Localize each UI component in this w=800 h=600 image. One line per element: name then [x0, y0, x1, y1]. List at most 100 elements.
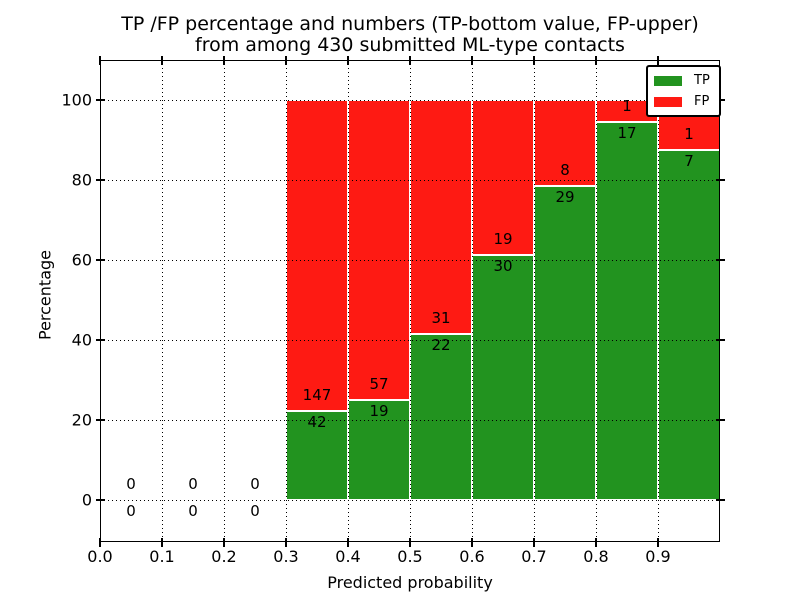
x-tick-bottom	[409, 537, 411, 547]
tp-count-label: 0	[126, 502, 136, 520]
fp-count-label: 0	[188, 475, 198, 493]
y-tick-left	[95, 499, 105, 501]
x-tick-top	[657, 55, 659, 65]
fp-bar-segment	[348, 100, 410, 400]
tp-count-label: 17	[617, 124, 637, 143]
tp-count-label: 19	[369, 402, 389, 420]
tp-count-label: 7	[684, 152, 694, 170]
fp-count-label: 1	[622, 97, 632, 116]
x-tick-label: 0.9	[645, 547, 671, 566]
fp-count-label: 19	[493, 230, 513, 249]
x-tick-top	[595, 55, 597, 65]
fp-bar-segment	[534, 100, 596, 187]
x-tick-bottom	[99, 537, 101, 547]
y-tick-right	[715, 179, 725, 181]
tp-bar-segment	[410, 333, 472, 500]
x-tick-label: 0.1	[149, 547, 175, 566]
tp-count-label: 0	[188, 502, 198, 520]
x-gridline	[223, 60, 225, 542]
x-tick-top	[161, 55, 163, 65]
y-tick-left	[95, 419, 105, 421]
chart-title-line1: TP /FP percentage and numbers (TP-bottom…	[121, 13, 699, 35]
tp-count-label: 0	[250, 502, 260, 520]
legend: TP FP	[646, 65, 721, 117]
x-tick-label: 0.7	[521, 547, 547, 566]
fp-count-label: 8	[560, 161, 570, 180]
x-tick-top	[99, 55, 101, 65]
tp-bar-segment	[658, 150, 720, 500]
x-tick-bottom	[595, 537, 597, 547]
fp-color-swatch	[654, 96, 682, 107]
y-tick-label: 60	[71, 250, 92, 270]
fp-bar-segment	[286, 100, 348, 412]
tp-bar-segment	[596, 122, 658, 500]
y-tick-right	[715, 419, 725, 421]
tp-bar-segment	[534, 186, 596, 500]
y-tick-label: 80	[71, 170, 92, 190]
x-tick-bottom	[347, 537, 349, 547]
x-tick-bottom	[223, 537, 225, 547]
tp-color-swatch	[654, 75, 682, 86]
tp-bar-segment	[472, 255, 534, 500]
chart-title-line2: from among 430 submitted ML-type contact…	[195, 34, 625, 56]
fp-bar-segment	[410, 100, 472, 334]
x-tick-label: 0.5	[397, 547, 423, 566]
x-tick-bottom	[285, 537, 287, 547]
tp-bar-segment	[348, 400, 410, 500]
x-gridline	[595, 60, 597, 542]
y-tick-left	[95, 339, 105, 341]
legend-item-tp: TP	[654, 74, 710, 87]
fp-count-label: 0	[126, 475, 136, 493]
x-tick-label: 0.2	[211, 547, 237, 566]
fp-count-label: 57	[369, 375, 389, 393]
x-tick-top	[533, 55, 535, 65]
x-tick-label: 0.8	[583, 547, 609, 566]
chart-title: TP /FP percentage and numbers (TP-bottom…	[90, 14, 730, 56]
x-gridline	[285, 60, 287, 542]
y-tick-label: 0	[81, 490, 92, 510]
x-tick-label: 0.3	[273, 547, 299, 566]
y-tick-right	[715, 339, 725, 341]
tp-bar-segment	[286, 411, 348, 500]
y-tick-left	[95, 99, 105, 101]
tp-count-label: 22	[431, 335, 451, 354]
y-tick-left	[95, 259, 105, 261]
x-gridline	[347, 60, 349, 542]
x-tick-top	[285, 55, 287, 65]
plot-area: 0 0 0 0 0 0 147 42 57 19 31 22 19 30 8 29 1 17 1 7	[95, 55, 725, 547]
x-gridline	[161, 60, 163, 542]
x-tick-top	[471, 55, 473, 65]
x-tick-bottom	[471, 537, 473, 547]
fp-count-label: 147	[302, 386, 332, 405]
x-tick-top	[409, 55, 411, 65]
x-gridline	[409, 60, 411, 542]
x-tick-top	[347, 55, 349, 65]
y-tick-label: 20	[71, 410, 92, 430]
x-tick-bottom	[657, 537, 659, 547]
x-tick-label: 0.4	[335, 547, 361, 566]
tp-count-label: 30	[493, 257, 513, 276]
tp-count-label: 42	[307, 413, 327, 432]
x-gridline	[471, 60, 473, 542]
x-tick-label: 0.6	[459, 547, 485, 566]
x-axis-label: Predicted probability	[327, 573, 493, 592]
y-tick-right	[715, 499, 725, 501]
x-tick-label: 0.0	[87, 547, 113, 566]
x-gridline	[533, 60, 535, 542]
tp-count-label: 29	[555, 188, 575, 207]
y-tick-label: 100	[61, 90, 92, 110]
x-gridline	[657, 60, 659, 542]
x-tick-bottom	[161, 537, 163, 547]
legend-item-fp: FP	[654, 95, 710, 108]
fp-count-label: 0	[250, 475, 260, 493]
fp-count-label: 1	[684, 125, 694, 143]
legend-label-fp: FP	[694, 94, 710, 109]
x-tick-top	[223, 55, 225, 65]
legend-label-tp: TP	[694, 73, 710, 88]
x-tick-bottom	[533, 537, 535, 547]
y-tick-label: 40	[71, 330, 92, 350]
y-tick-left	[95, 179, 105, 181]
y-tick-right	[715, 259, 725, 261]
fp-count-label: 31	[431, 308, 451, 327]
